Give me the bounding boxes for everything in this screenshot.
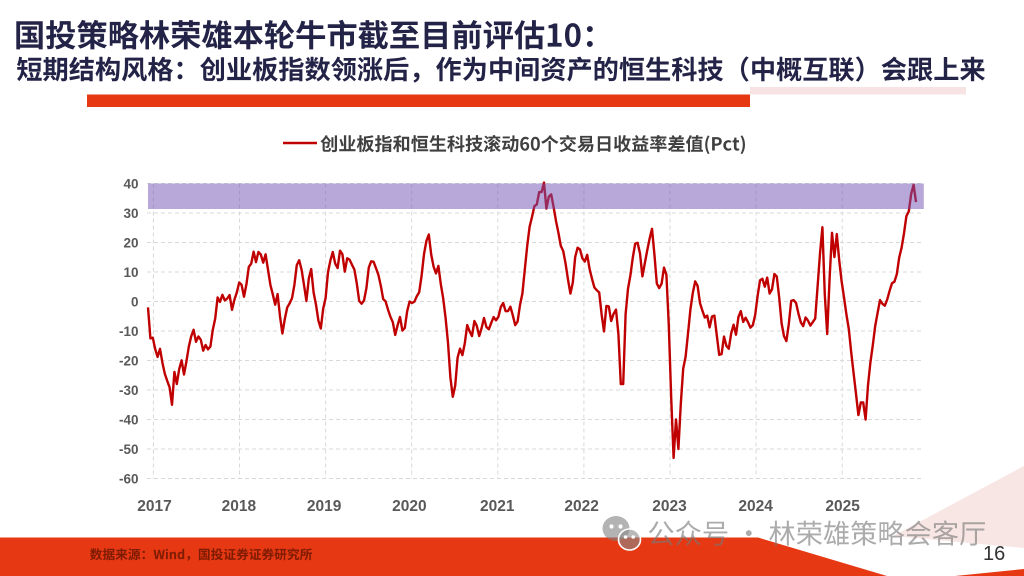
svg-text:2019: 2019 bbox=[307, 498, 342, 515]
svg-text:2018: 2018 bbox=[222, 498, 257, 515]
svg-text:40: 40 bbox=[123, 176, 138, 191]
svg-text:2017: 2017 bbox=[137, 498, 171, 515]
svg-text:0: 0 bbox=[131, 294, 139, 309]
svg-text:-30: -30 bbox=[119, 383, 139, 398]
svg-text:-50: -50 bbox=[119, 442, 139, 457]
svg-text:10: 10 bbox=[123, 265, 138, 280]
svg-text:2020: 2020 bbox=[392, 498, 426, 515]
svg-text:2025: 2025 bbox=[825, 498, 860, 515]
svg-text:30: 30 bbox=[123, 206, 138, 221]
svg-text:-20: -20 bbox=[119, 353, 139, 368]
svg-text:16: 16 bbox=[983, 543, 1005, 565]
svg-text:-60: -60 bbox=[119, 471, 139, 486]
svg-text:-40: -40 bbox=[119, 412, 139, 427]
svg-text:2023: 2023 bbox=[652, 498, 687, 515]
svg-text:-10: -10 bbox=[119, 324, 139, 339]
svg-text:2021: 2021 bbox=[480, 498, 515, 515]
svg-text:20: 20 bbox=[123, 235, 138, 250]
svg-text:2022: 2022 bbox=[564, 498, 598, 515]
svg-text:2024: 2024 bbox=[738, 498, 773, 515]
